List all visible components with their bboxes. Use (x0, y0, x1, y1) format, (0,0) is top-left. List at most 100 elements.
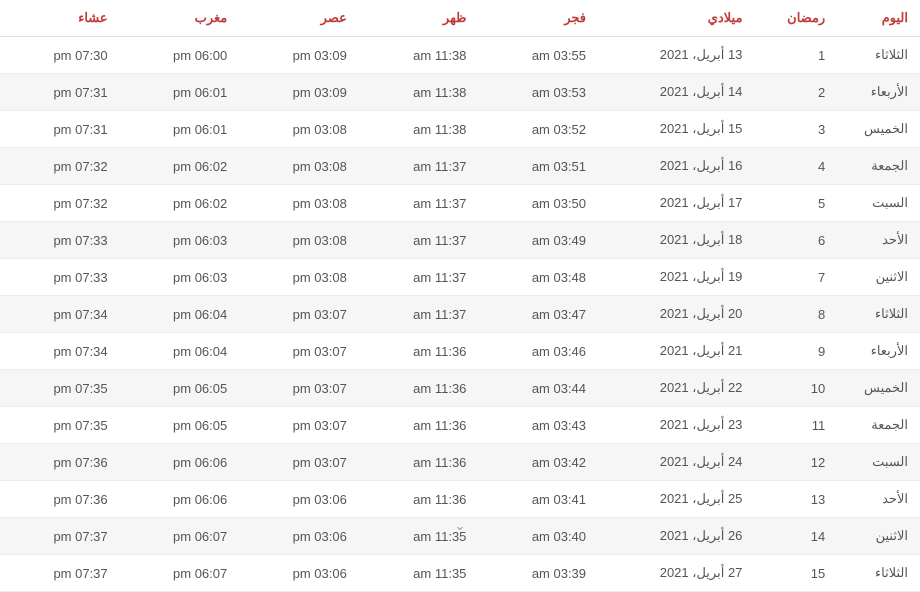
cell-maghrib: pm 06:00 (120, 37, 240, 74)
prayer-times-table: اليوم رمضان ميلادي فجر ظهر عصر مغرب عشاء… (0, 0, 920, 592)
table-row: الاثنين719 أبريل، 2021am 03:48am 11:37pm… (0, 259, 920, 296)
cell-ramadan: 15 (754, 555, 837, 592)
cell-dhuhr: am 11:37 (359, 296, 479, 333)
cell-day: الاثنين (837, 518, 920, 555)
cell-isha: pm 07:36 (0, 444, 120, 481)
cell-isha: pm 07:35 (0, 407, 120, 444)
cell-greg: 25 أبريل، 2021 (598, 481, 754, 518)
cell-fajr: am 03:53 (478, 74, 598, 111)
cell-maghrib: pm 06:02 (120, 148, 240, 185)
cell-fajr: am 03:40 (478, 518, 598, 555)
cell-greg: 17 أبريل، 2021 (598, 185, 754, 222)
table-row: الأحد618 أبريل، 2021am 03:49am 11:37pm 0… (0, 222, 920, 259)
cell-dhuhr: am 11:36 (359, 333, 479, 370)
cell-day: الأحد (837, 222, 920, 259)
cell-dhuhr: am 11:37 (359, 222, 479, 259)
cell-ramadan: 11 (754, 407, 837, 444)
cell-isha: pm 07:31 (0, 74, 120, 111)
cell-fajr: am 03:44 (478, 370, 598, 407)
cell-dhuhr: am 11:35 (359, 518, 479, 555)
cell-maghrib: pm 06:05 (120, 407, 240, 444)
cell-asr: pm 03:07 (239, 296, 359, 333)
table-header: اليوم رمضان ميلادي فجر ظهر عصر مغرب عشاء (0, 0, 920, 37)
prayer-times-table-wrap: اليوم رمضان ميلادي فجر ظهر عصر مغرب عشاء… (0, 0, 920, 592)
cell-fajr: am 03:51 (478, 148, 598, 185)
cell-maghrib: pm 06:06 (120, 444, 240, 481)
table-row: الأحد1325 أبريل، 2021am 03:41am 11:36pm … (0, 481, 920, 518)
cell-day: السبت (837, 444, 920, 481)
cell-dhuhr: am 11:37 (359, 259, 479, 296)
table-row: الثلاثاء820 أبريل، 2021am 03:47am 11:37p… (0, 296, 920, 333)
table-body: الثلاثاء113 أبريل، 2021am 03:55am 11:38p… (0, 37, 920, 592)
table-row: السبت517 أبريل، 2021am 03:50am 11:37pm 0… (0, 185, 920, 222)
cell-dhuhr: am 11:36 (359, 444, 479, 481)
cell-ramadan: 3 (754, 111, 837, 148)
cell-day: الخميس (837, 370, 920, 407)
cell-isha: pm 07:33 (0, 259, 120, 296)
cell-asr: pm 03:06 (239, 481, 359, 518)
cell-asr: pm 03:09 (239, 74, 359, 111)
col-header-dhuhr: ظهر (359, 0, 479, 37)
cell-maghrib: pm 06:02 (120, 185, 240, 222)
cell-day: الثلاثاء (837, 296, 920, 333)
cell-fajr: am 03:52 (478, 111, 598, 148)
cell-day: الخميس (837, 111, 920, 148)
cell-ramadan: 13 (754, 481, 837, 518)
cell-greg: 20 أبريل، 2021 (598, 296, 754, 333)
cell-asr: pm 03:06 (239, 518, 359, 555)
cell-greg: 19 أبريل، 2021 (598, 259, 754, 296)
table-row: الخميس315 أبريل، 2021am 03:52am 11:38pm … (0, 111, 920, 148)
col-header-maghrib: مغرب (120, 0, 240, 37)
cell-asr: pm 03:08 (239, 259, 359, 296)
cell-asr: pm 03:07 (239, 333, 359, 370)
cell-dhuhr: am 11:38 (359, 74, 479, 111)
cell-fajr: am 03:42 (478, 444, 598, 481)
cell-isha: pm 07:30 (0, 37, 120, 74)
cell-greg: 15 أبريل، 2021 (598, 111, 754, 148)
cell-day: الأربعاء (837, 333, 920, 370)
cell-maghrib: pm 06:03 (120, 259, 240, 296)
table-row: الخميس1022 أبريل، 2021am 03:44am 11:36pm… (0, 370, 920, 407)
cell-ramadan: 2 (754, 74, 837, 111)
cell-maghrib: pm 06:04 (120, 296, 240, 333)
cell-ramadan: 8 (754, 296, 837, 333)
cell-ramadan: 5 (754, 185, 837, 222)
cell-greg: 22 أبريل، 2021 (598, 370, 754, 407)
cell-asr: pm 03:09 (239, 37, 359, 74)
cell-maghrib: pm 06:07 (120, 555, 240, 592)
cell-day: الثلاثاء (837, 37, 920, 74)
cell-fajr: am 03:43 (478, 407, 598, 444)
cell-day: الأربعاء (837, 74, 920, 111)
cell-greg: 21 أبريل، 2021 (598, 333, 754, 370)
cell-asr: pm 03:08 (239, 148, 359, 185)
cell-isha: pm 07:37 (0, 518, 120, 555)
cell-greg: 16 أبريل، 2021 (598, 148, 754, 185)
cell-greg: 26 أبريل، 2021 (598, 518, 754, 555)
cell-maghrib: pm 06:04 (120, 333, 240, 370)
cell-day: الأحد (837, 481, 920, 518)
cell-fajr: am 03:55 (478, 37, 598, 74)
cell-fajr: am 03:41 (478, 481, 598, 518)
cell-isha: pm 07:34 (0, 333, 120, 370)
cell-dhuhr: am 11:36 (359, 481, 479, 518)
cell-isha: pm 07:37 (0, 555, 120, 592)
cell-asr: pm 03:06 (239, 555, 359, 592)
cell-isha: pm 07:31 (0, 111, 120, 148)
table-row: السبت1224 أبريل، 2021am 03:42am 11:36pm … (0, 444, 920, 481)
cell-dhuhr: am 11:37 (359, 185, 479, 222)
cell-asr: pm 03:08 (239, 111, 359, 148)
cell-ramadan: 4 (754, 148, 837, 185)
cell-greg: 13 أبريل، 2021 (598, 37, 754, 74)
header-row: اليوم رمضان ميلادي فجر ظهر عصر مغرب عشاء (0, 0, 920, 37)
col-header-isha: عشاء (0, 0, 120, 37)
col-header-gregorian: ميلادي (598, 0, 754, 37)
cell-ramadan: 6 (754, 222, 837, 259)
cell-greg: 18 أبريل، 2021 (598, 222, 754, 259)
cell-asr: pm 03:08 (239, 185, 359, 222)
cell-ramadan: 14 (754, 518, 837, 555)
cell-dhuhr: am 11:36 (359, 370, 479, 407)
table-row: الثلاثاء1527 أبريل، 2021am 03:39am 11:35… (0, 555, 920, 592)
cell-day: الجمعة (837, 407, 920, 444)
col-header-fajr: فجر (478, 0, 598, 37)
cell-day: الاثنين (837, 259, 920, 296)
